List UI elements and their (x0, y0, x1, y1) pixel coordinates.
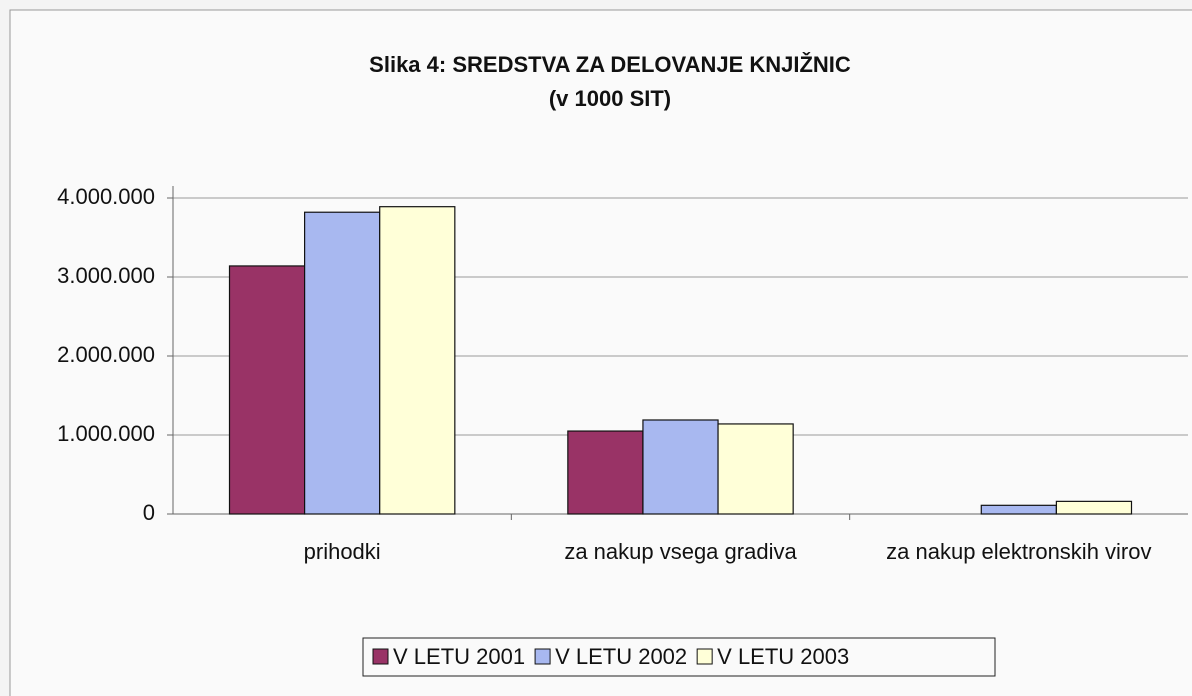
x-tick-label: za nakup elektronskih virov (886, 539, 1151, 564)
chart-frame (9, 9, 1192, 696)
legend-label: V LETU 2001 (393, 644, 525, 669)
bar (567, 430, 644, 515)
legend-label: V LETU 2002 (555, 644, 687, 669)
bar (1055, 500, 1133, 515)
chart-subtitle: (v 1000 SIT) (549, 86, 671, 111)
bar (717, 423, 794, 515)
chart-title: Slika 4: SREDSTVA ZA DELOVANJE KNJIŽNIC (369, 52, 851, 77)
legend-box (362, 637, 996, 677)
legend-swatch (534, 648, 551, 665)
y-tick-label: 2.000.000 (57, 342, 155, 367)
bar (980, 504, 1057, 515)
y-tick-label: 3.000.000 (57, 263, 155, 288)
bar (304, 211, 381, 515)
legend-swatch (372, 648, 389, 665)
y-tick-label: 1.000.000 (57, 421, 155, 446)
bar (228, 265, 306, 515)
x-tick-label: za nakup vsega gradiva (564, 539, 797, 564)
legend-swatch (696, 648, 713, 665)
legend-label: V LETU 2003 (717, 644, 849, 669)
bar (642, 419, 719, 515)
bar (379, 206, 456, 515)
y-tick-label: 0 (143, 500, 155, 525)
x-tick-label: prihodki (304, 539, 381, 564)
y-tick-label: 4.000.000 (57, 184, 155, 209)
